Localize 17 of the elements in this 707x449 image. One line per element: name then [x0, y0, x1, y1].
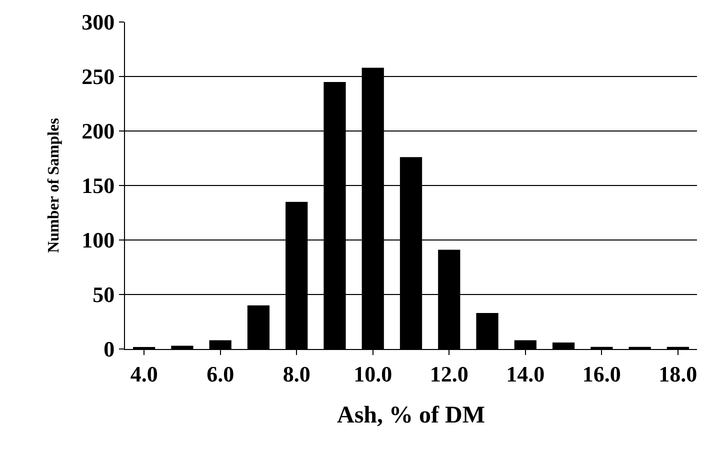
x-tick-label: 12.0 — [430, 361, 468, 386]
x-tick-label: 8.0 — [282, 361, 310, 386]
x-tick-label: 4.0 — [130, 361, 158, 386]
y-tick-label: 50 — [92, 282, 115, 308]
y-tick-label: 100 — [82, 228, 115, 253]
y-tick-label: 150 — [82, 173, 115, 198]
y-tick-label: 200 — [82, 118, 115, 144]
x-tick-label: 14.0 — [506, 361, 545, 386]
y-tick-label: 250 — [82, 64, 115, 90]
x-axis-title: Ash, % of DM — [337, 402, 485, 429]
y-tick-label: 300 — [82, 10, 115, 35]
x-tick-label: 16.0 — [582, 361, 621, 386]
y-axis-title: Number of Samples — [46, 118, 62, 253]
x-tick-label: 6.0 — [206, 361, 234, 386]
x-tick-label: 18.0 — [658, 361, 698, 386]
x-tick-label: 10.0 — [354, 361, 392, 386]
y-tick-label: 0 — [104, 336, 115, 362]
